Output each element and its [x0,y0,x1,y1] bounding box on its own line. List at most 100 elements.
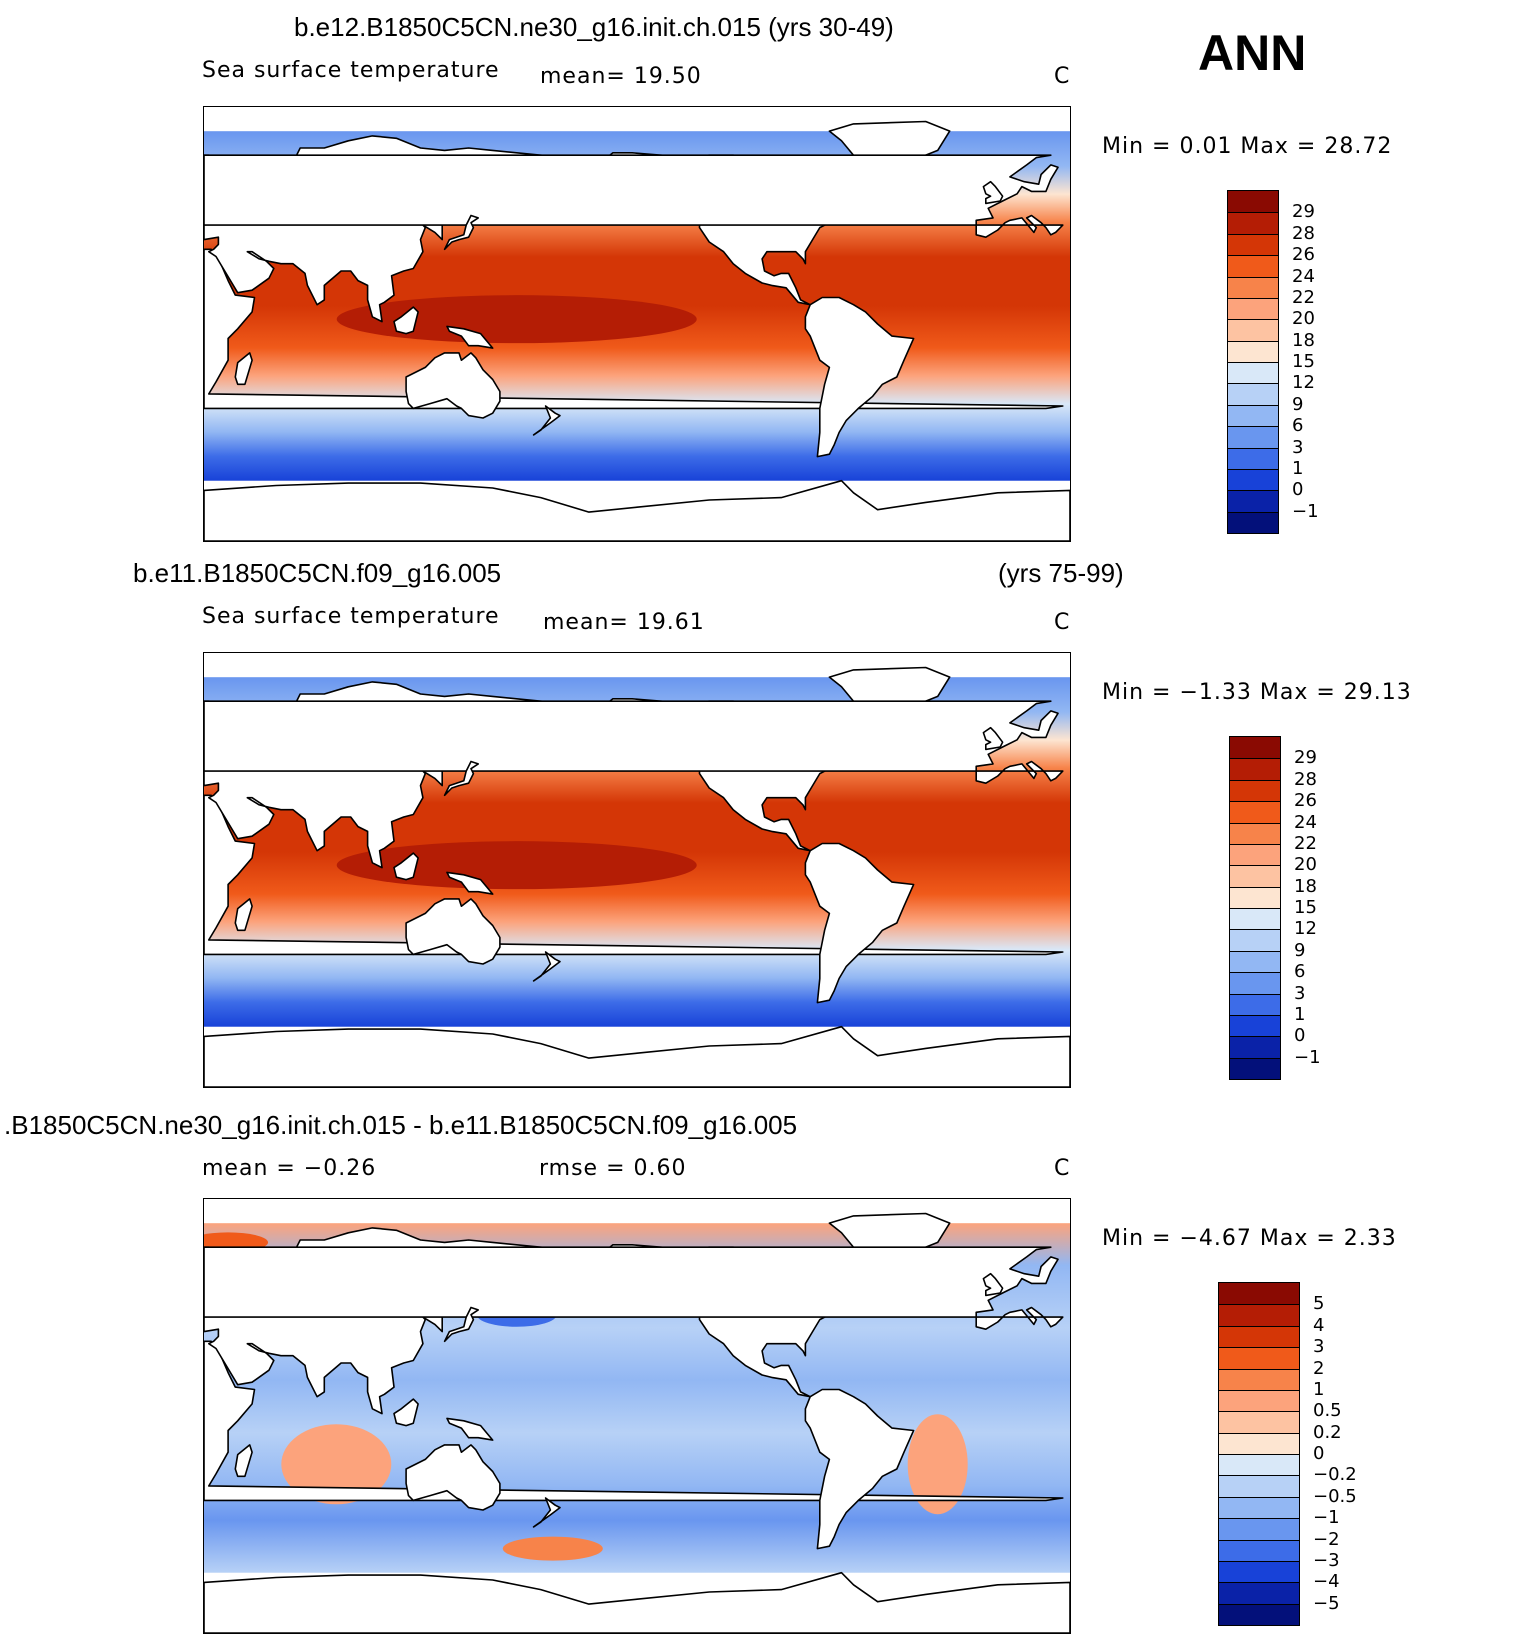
panel2-colorbar: 29 28 26 24 22 20 18 15 12 9 6 3 1 0 −1 [1229,736,1321,1080]
colorbar-label: −1 [1294,1046,1321,1068]
season-label: ANN [1198,25,1307,81]
panel2-units: C [1054,610,1071,635]
colorbar-box [1219,1496,1299,1519]
colorbar-label: 0 [1313,1443,1325,1464]
colorbar-label: 9 [1294,939,1306,961]
colorbar-box [1219,1325,1299,1348]
land-antarctica [204,479,1070,541]
colorbar-box [1228,511,1278,533]
land-samerica [804,1388,915,1550]
colorbar-box [1219,1475,1299,1497]
colorbar-box [1228,468,1278,491]
indian-warm-anomaly [281,1424,392,1505]
colorbar-label: −2 [1313,1528,1340,1550]
colorbar-label: 3 [1313,1336,1325,1358]
colorbar-label: 28 [1294,768,1317,790]
colorbar-label: 1 [1313,1378,1325,1400]
colorbar-box [1219,1454,1299,1476]
colorbar-label: 22 [1292,286,1315,308]
colorbar-box [1228,212,1278,234]
map-canvas [204,653,1070,1087]
colorbar-label: 3 [1294,982,1306,1004]
land-nz [532,1497,561,1528]
colorbar-label: −1 [1313,1507,1340,1529]
land-uk [982,726,1004,751]
colorbar-box [1219,1347,1299,1369]
colorbar-label: 9 [1292,393,1304,415]
colorbar-label: 12 [1294,918,1317,940]
panel2-title: b.e11.B1850C5CN.f09_g16.005 [133,558,502,588]
warm-pool [336,295,697,344]
panel2-sst-map [203,652,1071,1088]
colorbar-label: 20 [1292,308,1315,330]
panel3-title: .B1850C5CN.ne30_g16.init.ch.015 - b.e11.… [4,1110,798,1140]
colorbar-label: −4 [1313,1571,1340,1593]
panel1-units: C [1054,64,1071,89]
land-japan [443,760,480,797]
colorbar-label: 26 [1292,244,1315,266]
colorbar-label: 28 [1292,222,1315,244]
land-europe [204,154,1064,238]
colorbar-box [1219,1389,1299,1412]
colorbar-label: 0.5 [1313,1400,1342,1422]
colorbar-label: 18 [1294,875,1317,897]
land-newguinea [446,1417,494,1441]
colorbar-label: 6 [1294,961,1306,983]
land-europe [204,1246,1064,1330]
colorbar-label: 5 [1313,1293,1325,1315]
colorbar-box [1219,1368,1299,1390]
land-antarctica [204,1571,1070,1633]
colorbar-box [1219,1518,1299,1540]
colorbar-box [1230,737,1280,759]
colorbar-box [1219,1539,1299,1561]
colorbar-box [1219,1603,1299,1625]
colorbar-box [1230,801,1280,823]
land-europe [204,700,1064,784]
atlantic-warm-anomaly [907,1414,968,1515]
colorbar-box [1228,276,1278,298]
land-newguinea [446,325,494,349]
colorbar-box [1230,950,1280,973]
colorbar-box [1230,1014,1280,1037]
panel2-mean: mean= 19.61 [543,610,705,635]
land-borneo [393,852,419,881]
land-nz [532,405,561,436]
colorbar-box [1228,490,1278,512]
land-australia [405,898,501,965]
colorbar-box [1230,822,1280,844]
panel2-years: (yrs 75-99) [998,558,1124,588]
land-borneo [393,1398,419,1427]
panel3-difference-map [203,1198,1071,1634]
panel1-title: b.e12.B1850C5CN.ne30_g16.init.ch.015 (yr… [294,12,894,42]
colorbar-box [1228,383,1278,405]
colorbar-label: −5 [1313,1592,1340,1614]
colorbar-box [1219,1560,1299,1583]
colorbar-box [1228,447,1278,469]
colorbar-box [1228,255,1278,277]
colorbar-box [1228,191,1278,213]
colorbar-label: 20 [1294,854,1317,876]
land-uk [982,1272,1004,1297]
colorbar-label: 0.2 [1313,1421,1342,1443]
colorbar-box [1219,1411,1299,1433]
colorbar-label: 2 [1313,1357,1325,1379]
colorbar-label: 24 [1292,265,1315,287]
colorbar-label: −0.5 [1313,1485,1357,1507]
colorbar-box [1230,929,1280,951]
colorbar-box [1219,1283,1299,1305]
colorbar-box [1228,297,1278,320]
colorbar-label: −0.2 [1313,1464,1357,1486]
colorbar-box [1228,233,1278,256]
colorbar-label: 29 [1292,201,1315,223]
panel1-minmax: Min = 0.01 Max = 28.72 [1102,134,1393,159]
land-australia [405,1444,501,1511]
colorbar-label: 0 [1292,479,1304,501]
southern-warm-anomaly [502,1536,603,1561]
panel2-minmax: Min = −1.33 Max = 29.13 [1102,680,1412,705]
land-samerica [804,296,915,458]
colorbar-label: 18 [1292,329,1315,351]
colorbar-label: 24 [1294,811,1317,833]
colorbar-box [1228,404,1278,427]
colorbar-label: 15 [1294,897,1317,918]
colorbar-box [1230,886,1280,908]
